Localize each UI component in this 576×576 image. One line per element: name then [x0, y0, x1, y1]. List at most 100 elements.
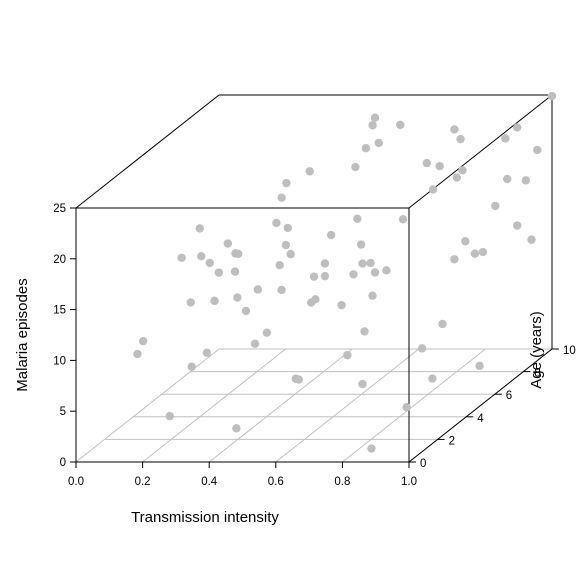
data-point [527, 235, 536, 244]
data-point [478, 247, 488, 257]
data-point [513, 123, 522, 132]
data-point [402, 403, 411, 412]
y-tick-label: 8 [534, 368, 540, 380]
data-point [205, 258, 214, 268]
data-points [133, 91, 557, 453]
data-point [177, 253, 186, 262]
data-point [456, 134, 465, 144]
y-tick-label: 6 [506, 390, 512, 402]
data-point [367, 444, 376, 453]
data-point [366, 258, 375, 268]
floor-grid-line-x [342, 348, 486, 463]
floor-grid-line-x [75, 348, 220, 463]
box-edge [408, 348, 553, 463]
data-point [398, 215, 408, 224]
z-tick-label: 0 [60, 457, 66, 469]
data-point [326, 230, 336, 240]
data-point [197, 251, 206, 261]
data-point [438, 319, 447, 329]
x-tick-label: 0.6 [268, 476, 284, 488]
y-tick-label: 4 [477, 413, 484, 425]
data-point [452, 173, 461, 182]
data-point [343, 350, 352, 360]
data-point [283, 223, 293, 233]
y-axis-title: Age (years) [528, 311, 545, 389]
data-point [277, 285, 286, 295]
data-point [351, 162, 360, 172]
data-point [368, 291, 377, 300]
data-point [320, 259, 330, 268]
floor-grid-line-x [208, 348, 353, 463]
data-point [353, 214, 362, 223]
y-tick-label: 10 [563, 345, 576, 357]
floor-grid-line-x [142, 348, 286, 463]
data-point [241, 306, 251, 316]
data-point [356, 240, 366, 249]
data-point [277, 193, 286, 202]
y-tick-label: 2 [449, 435, 455, 447]
data-point [275, 260, 284, 270]
data-point [286, 249, 295, 259]
data-point [202, 348, 212, 358]
data-point [417, 344, 427, 353]
data-point [533, 145, 542, 155]
z-tick-label: 10 [53, 355, 66, 367]
data-point [232, 424, 241, 433]
data-point [370, 268, 380, 277]
y-tick-label: 0 [420, 458, 426, 470]
box-edge [75, 94, 220, 209]
data-point [368, 121, 377, 130]
data-point [262, 328, 272, 337]
data-point [311, 295, 320, 304]
data-point [374, 138, 383, 148]
data-point [165, 411, 174, 421]
floor-grid-line-x [275, 348, 420, 463]
data-point [337, 300, 346, 310]
x-tick-label: 0.4 [201, 476, 218, 488]
x-tick-label: 0.2 [135, 476, 151, 488]
data-point [435, 161, 444, 171]
data-point [133, 349, 142, 359]
z-tick-label: 20 [53, 254, 66, 266]
x-tick-label: 1.0 [401, 476, 417, 488]
z-tick-label: 5 [60, 406, 66, 418]
x-tick-label: 0.0 [68, 476, 84, 488]
data-point [503, 174, 512, 184]
data-point [513, 221, 522, 230]
data-point [475, 361, 484, 371]
data-point [214, 268, 223, 277]
data-point [501, 134, 510, 143]
data-point [521, 176, 531, 185]
data-point [428, 185, 438, 194]
data-point [382, 266, 391, 275]
data-point [250, 339, 260, 348]
data-point [291, 374, 301, 383]
data-point [210, 296, 219, 306]
data-point [230, 267, 240, 276]
data-point [547, 91, 557, 101]
data-point [428, 374, 437, 383]
data-point [281, 240, 291, 250]
data-point [358, 379, 367, 389]
data-point [138, 336, 148, 346]
data-point [282, 178, 291, 188]
data-point [422, 158, 432, 168]
x-axis-title: Transmission intensity [131, 509, 279, 526]
data-point [233, 293, 242, 302]
data-point [450, 125, 459, 134]
data-point [272, 218, 281, 228]
data-point [349, 270, 358, 279]
data-point [186, 298, 195, 307]
data-point [358, 259, 367, 268]
data-point [491, 201, 500, 211]
data-point [458, 166, 467, 175]
data-point [470, 249, 480, 258]
data-point [461, 237, 470, 246]
data-point [320, 271, 330, 281]
data-point [360, 327, 369, 336]
x-tick-label: 0.8 [334, 476, 350, 488]
data-point [195, 224, 204, 233]
z-tick-label: 15 [53, 305, 66, 317]
